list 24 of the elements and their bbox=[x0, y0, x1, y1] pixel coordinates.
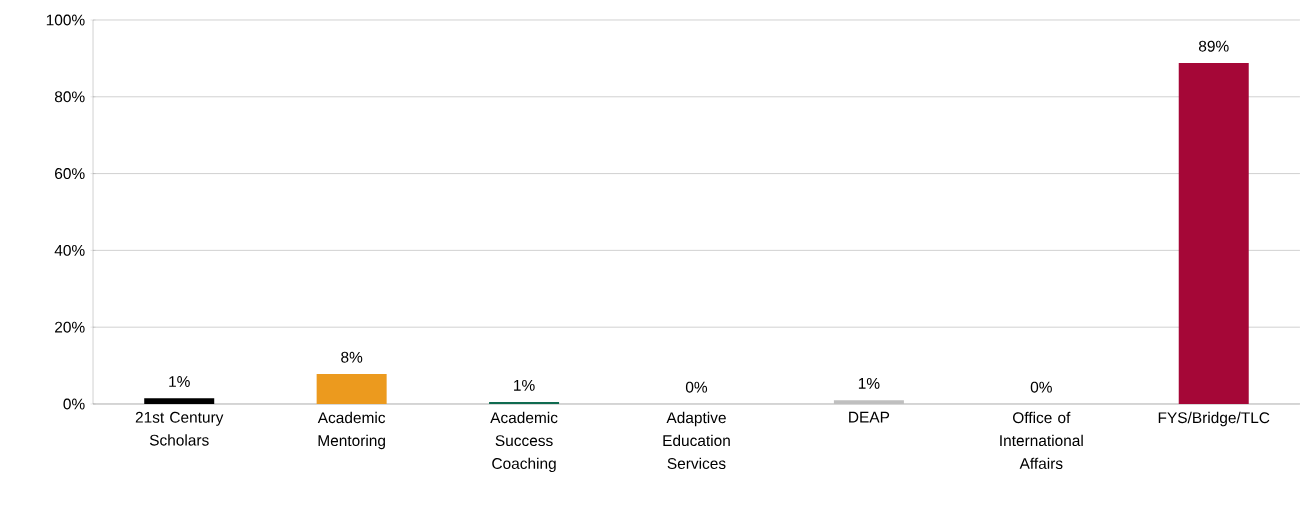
data-label: 0% bbox=[1030, 381, 1052, 393]
data-label: 0% bbox=[685, 381, 708, 393]
y-tick-label: 80% bbox=[54, 91, 85, 103]
data-label: 1% bbox=[858, 377, 880, 389]
bar bbox=[833, 400, 904, 404]
bar bbox=[1178, 62, 1249, 404]
bar bbox=[144, 398, 215, 404]
y-tick-label: 60% bbox=[55, 168, 85, 180]
x-tick-label: FYS/Bridge/TLC bbox=[1158, 411, 1270, 427]
y-tick-label: 100% bbox=[46, 14, 85, 26]
data-label: 1% bbox=[169, 376, 190, 387]
bar bbox=[316, 374, 387, 404]
x-tick-label: Academic Success Coaching bbox=[490, 411, 558, 473]
x-tick-label: Adaptive Education Services bbox=[663, 411, 730, 470]
x-tick-label: DEAP bbox=[849, 411, 890, 423]
data-label: 8% bbox=[341, 351, 363, 363]
data-label: 1% bbox=[514, 379, 535, 391]
data-label: 89% bbox=[1198, 40, 1229, 52]
y-tick-label: 40% bbox=[54, 244, 85, 256]
y-tick-label: 0% bbox=[63, 398, 85, 410]
x-tick-label: Office of International Affairs bbox=[1000, 411, 1083, 470]
y-tick-label: 20% bbox=[55, 321, 85, 333]
x-tick-label: Academic Mentoring bbox=[317, 411, 386, 450]
x-tick-label: 21st Century Scholars bbox=[135, 411, 224, 446]
